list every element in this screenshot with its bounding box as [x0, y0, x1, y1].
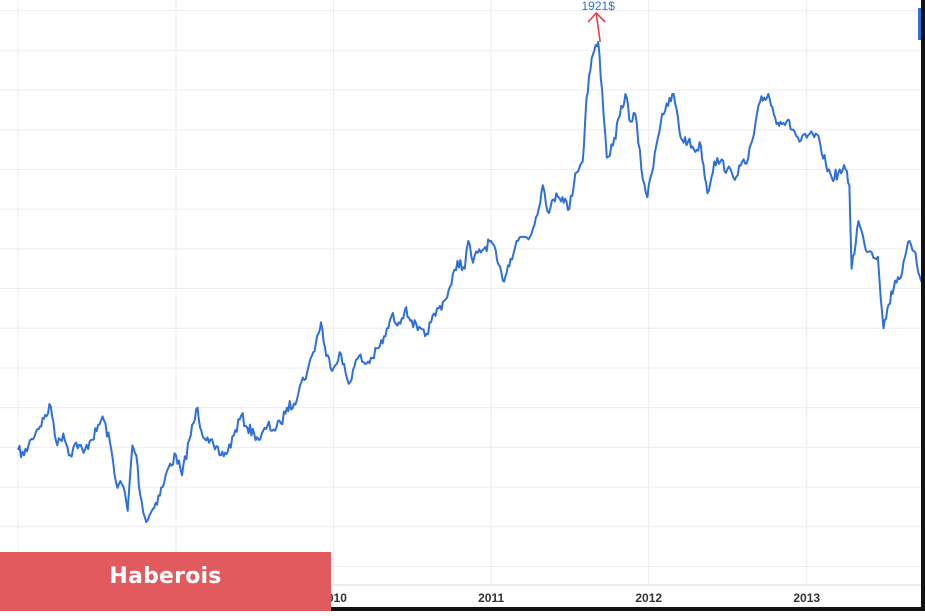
frame-edge-bottom: [0, 607, 925, 611]
frame-tab-accent: [918, 8, 922, 40]
price-line: [17, 41, 925, 523]
brand-logo-text: Haberois: [109, 564, 222, 589]
peak-arrow-head: [587, 11, 606, 23]
peak-annotation-label: 1921$: [582, 0, 616, 13]
x-tick-label-2013: 2013: [793, 591, 820, 605]
brand-banner: Haberois: [0, 552, 331, 611]
x-tick-label-2011: 2011: [478, 591, 504, 605]
peak-arrow-shaft: [595, 12, 601, 43]
x-tick-label-2012: 2012: [635, 591, 662, 605]
frame-edge-right: [921, 0, 925, 611]
